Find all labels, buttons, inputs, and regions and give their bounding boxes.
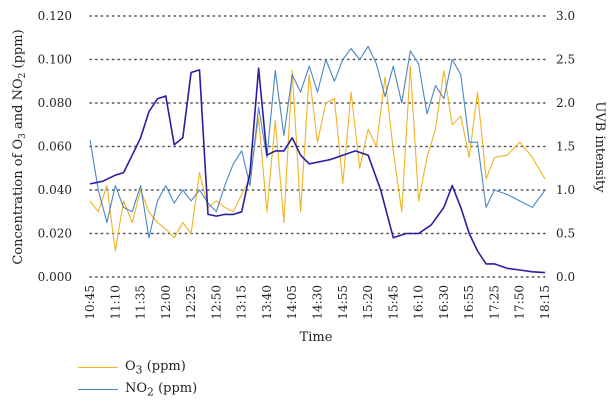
x-tick-label: 12:00 [159, 285, 173, 320]
x-tick-label: 16:30 [437, 285, 451, 320]
legend-label-no2: NO2 (ppm) [125, 381, 198, 399]
left-axis-title: Concentration of O3 and NO2 (ppm) [11, 29, 28, 264]
x-tick-label: 14:30 [311, 285, 325, 320]
x-tick-label: 10:45 [83, 285, 97, 320]
x-tick-label: 12:50 [209, 285, 223, 320]
left-tick-label: 0.080 [38, 96, 72, 110]
right-axis-ticks: 0.0 0.5 1.0 1.5 2.0 2.5 3.0 [556, 9, 575, 284]
series-line-no2 [89, 45, 546, 239]
x-tick-label: 16:10 [412, 285, 426, 320]
legend-label-o3: O3 (ppm) [125, 359, 186, 377]
gridlines [89, 15, 546, 278]
right-axis-title: UVB intensity [592, 101, 607, 193]
series-lines [89, 45, 546, 274]
x-tick-label: 13:15 [235, 285, 249, 320]
x-tick-label: 11:35 [134, 285, 148, 320]
right-tick-label: 1.0 [556, 183, 575, 197]
right-tick-label: 3.0 [556, 9, 575, 23]
x-tick-label: 14:55 [336, 285, 350, 320]
x-tick-label: 15:45 [386, 285, 400, 320]
x-tick-label: 17:25 [487, 285, 501, 320]
x-tick-label: 17:50 [513, 285, 527, 320]
right-tick-label: 0.0 [556, 270, 575, 284]
left-axis-ticks: 0.000 0.020 0.040 0.060 0.080 0.100 0.120 [38, 9, 72, 284]
legend-swatch-no2 [78, 389, 118, 390]
left-tick-label: 0.100 [38, 53, 72, 67]
x-tick-label: 15:20 [361, 285, 375, 320]
x-tick-label: 16:55 [462, 285, 476, 320]
x-tick-label: 18:15 [538, 285, 552, 320]
left-tick-label: 0.120 [38, 9, 72, 23]
right-tick-label: 0.5 [556, 227, 575, 241]
x-axis-ticks: 10:45 11:10 11:35 12:00 12:25 12:50 13:15 13:40… [83, 285, 552, 320]
left-tick-label: 0.000 [38, 270, 72, 284]
x-tick-label: 11:10 [108, 285, 122, 320]
series-line-o3 [89, 65, 546, 252]
left-tick-label: 0.060 [38, 140, 72, 154]
right-tick-label: 2.0 [556, 96, 575, 110]
right-tick-label: 1.5 [556, 140, 575, 154]
x-tick-label: 13:40 [260, 285, 274, 320]
left-tick-label: 0.040 [38, 183, 72, 197]
series-line-uvb [89, 67, 546, 274]
x-tick-label: 12:25 [184, 285, 198, 320]
right-tick-label: 2.5 [556, 53, 575, 67]
left-tick-label: 0.020 [38, 227, 72, 241]
x-axis-title: Time [300, 330, 333, 345]
legend-swatch-o3 [78, 367, 118, 368]
x-tick-label: 14:05 [285, 285, 299, 320]
